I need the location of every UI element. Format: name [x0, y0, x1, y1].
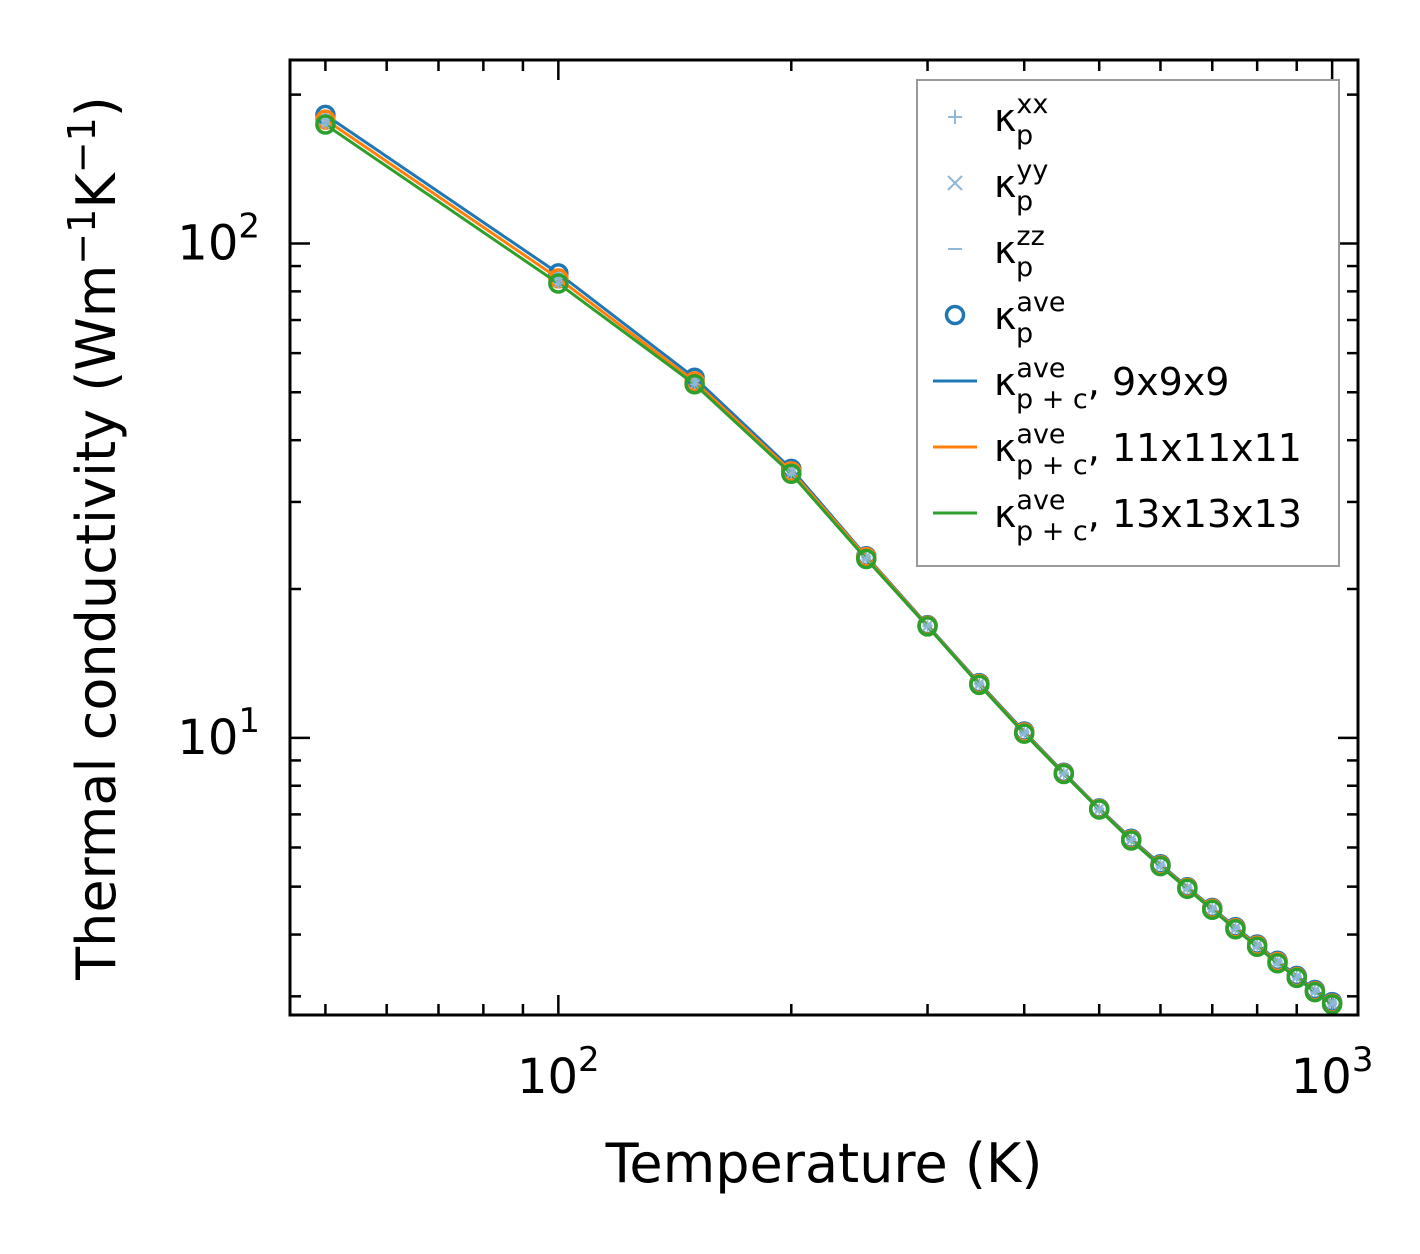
- y-axis-label: Thermal conductivity (Wm−1K−1): [60, 96, 128, 981]
- data-point-ave: [781, 463, 802, 485]
- data-point-yy: [553, 278, 563, 288]
- data-point-yy: [1094, 805, 1104, 815]
- data-point-yy: [1272, 958, 1283, 968]
- legend-entry-3: κave p: [944, 287, 1066, 349]
- data-point-yy: [923, 621, 933, 631]
- data-point-yy: [786, 469, 796, 479]
- data-point-yy: [690, 379, 700, 389]
- data-point-ave: [1150, 855, 1171, 877]
- data-point-ave: [684, 374, 705, 395]
- series-2: [315, 114, 1343, 1015]
- data-point-yy: [1230, 924, 1240, 934]
- legend-label: κave p + c, 9x9x9: [994, 353, 1229, 415]
- data-point-ave: [1225, 919, 1246, 940]
- data-point-ave: [1013, 723, 1035, 744]
- legend-marker-x: [947, 175, 963, 191]
- data-series: [315, 104, 1343, 1015]
- legend-entry-2: κzz p: [948, 221, 1045, 283]
- data-point-ave: [969, 674, 990, 696]
- data-point-yy: [1182, 884, 1192, 894]
- data-point-yy: [1019, 729, 1029, 739]
- legend-entry-0: κxx p: [948, 89, 1048, 151]
- legend-label: κave p + c, 13x13x13: [994, 485, 1302, 547]
- legend-label: κxx p: [994, 89, 1048, 151]
- data-point-yy: [1327, 999, 1337, 1009]
- data-point-ave: [1286, 967, 1307, 989]
- data-point-yy: [1292, 973, 1302, 983]
- data-point-yy: [1059, 769, 1069, 779]
- data-point-ave: [856, 548, 877, 570]
- data-point-ave: [1088, 799, 1110, 820]
- data-point-ave: [1120, 830, 1142, 851]
- x-tick-label: 102: [517, 1040, 600, 1105]
- data-point-ave: [917, 616, 938, 637]
- legend-box: [916, 79, 1340, 567]
- data-point-ave: [548, 273, 569, 294]
- data-point-ave: [1304, 981, 1326, 1003]
- legend-marker-circle: [944, 304, 966, 326]
- data-point-ave: [1246, 936, 1268, 957]
- x-tick-label: 103: [1291, 1040, 1374, 1105]
- legend-entry-1: κyy p: [947, 155, 1048, 217]
- legend-entry-6: κave p + c, 13x13x13: [933, 485, 1302, 547]
- legend-entry-5: κave p + c, 11x11x11: [933, 419, 1302, 481]
- data-point-yy: [1310, 987, 1320, 997]
- data-point-yy: [861, 554, 871, 564]
- legend-entry-4: κave p + c, 9x9x9: [933, 353, 1229, 415]
- data-point-yy: [974, 680, 984, 690]
- data-point-ave: [1321, 994, 1343, 1015]
- legend-label: κzz p: [994, 221, 1045, 283]
- data-point-yy: [1155, 861, 1166, 871]
- data-point-ave: [315, 114, 336, 135]
- tick-labels: 102 103 101 102: [177, 206, 1373, 1105]
- data-point-ave: [1053, 763, 1075, 785]
- y-tick-label: 102: [177, 206, 260, 271]
- data-point-yy: [1126, 835, 1136, 845]
- legend-label: κave p: [994, 287, 1066, 349]
- data-point-ave: [1267, 952, 1288, 974]
- x-axis-label: Temperature (K): [605, 1132, 1043, 1195]
- data-point-yy: [1207, 905, 1217, 915]
- legend-label: κave p + c, 11x11x11: [994, 419, 1302, 481]
- data-point-yy: [1252, 942, 1262, 952]
- data-point-ave: [1177, 878, 1198, 900]
- plot-frame: [288, 58, 1360, 1017]
- data-point-yy: [320, 119, 330, 130]
- y-tick-label: 101: [177, 701, 260, 766]
- data-point-ave: [1202, 899, 1223, 920]
- axis-ticks: [290, 60, 1358, 1015]
- legend-label: κyy p: [994, 155, 1048, 217]
